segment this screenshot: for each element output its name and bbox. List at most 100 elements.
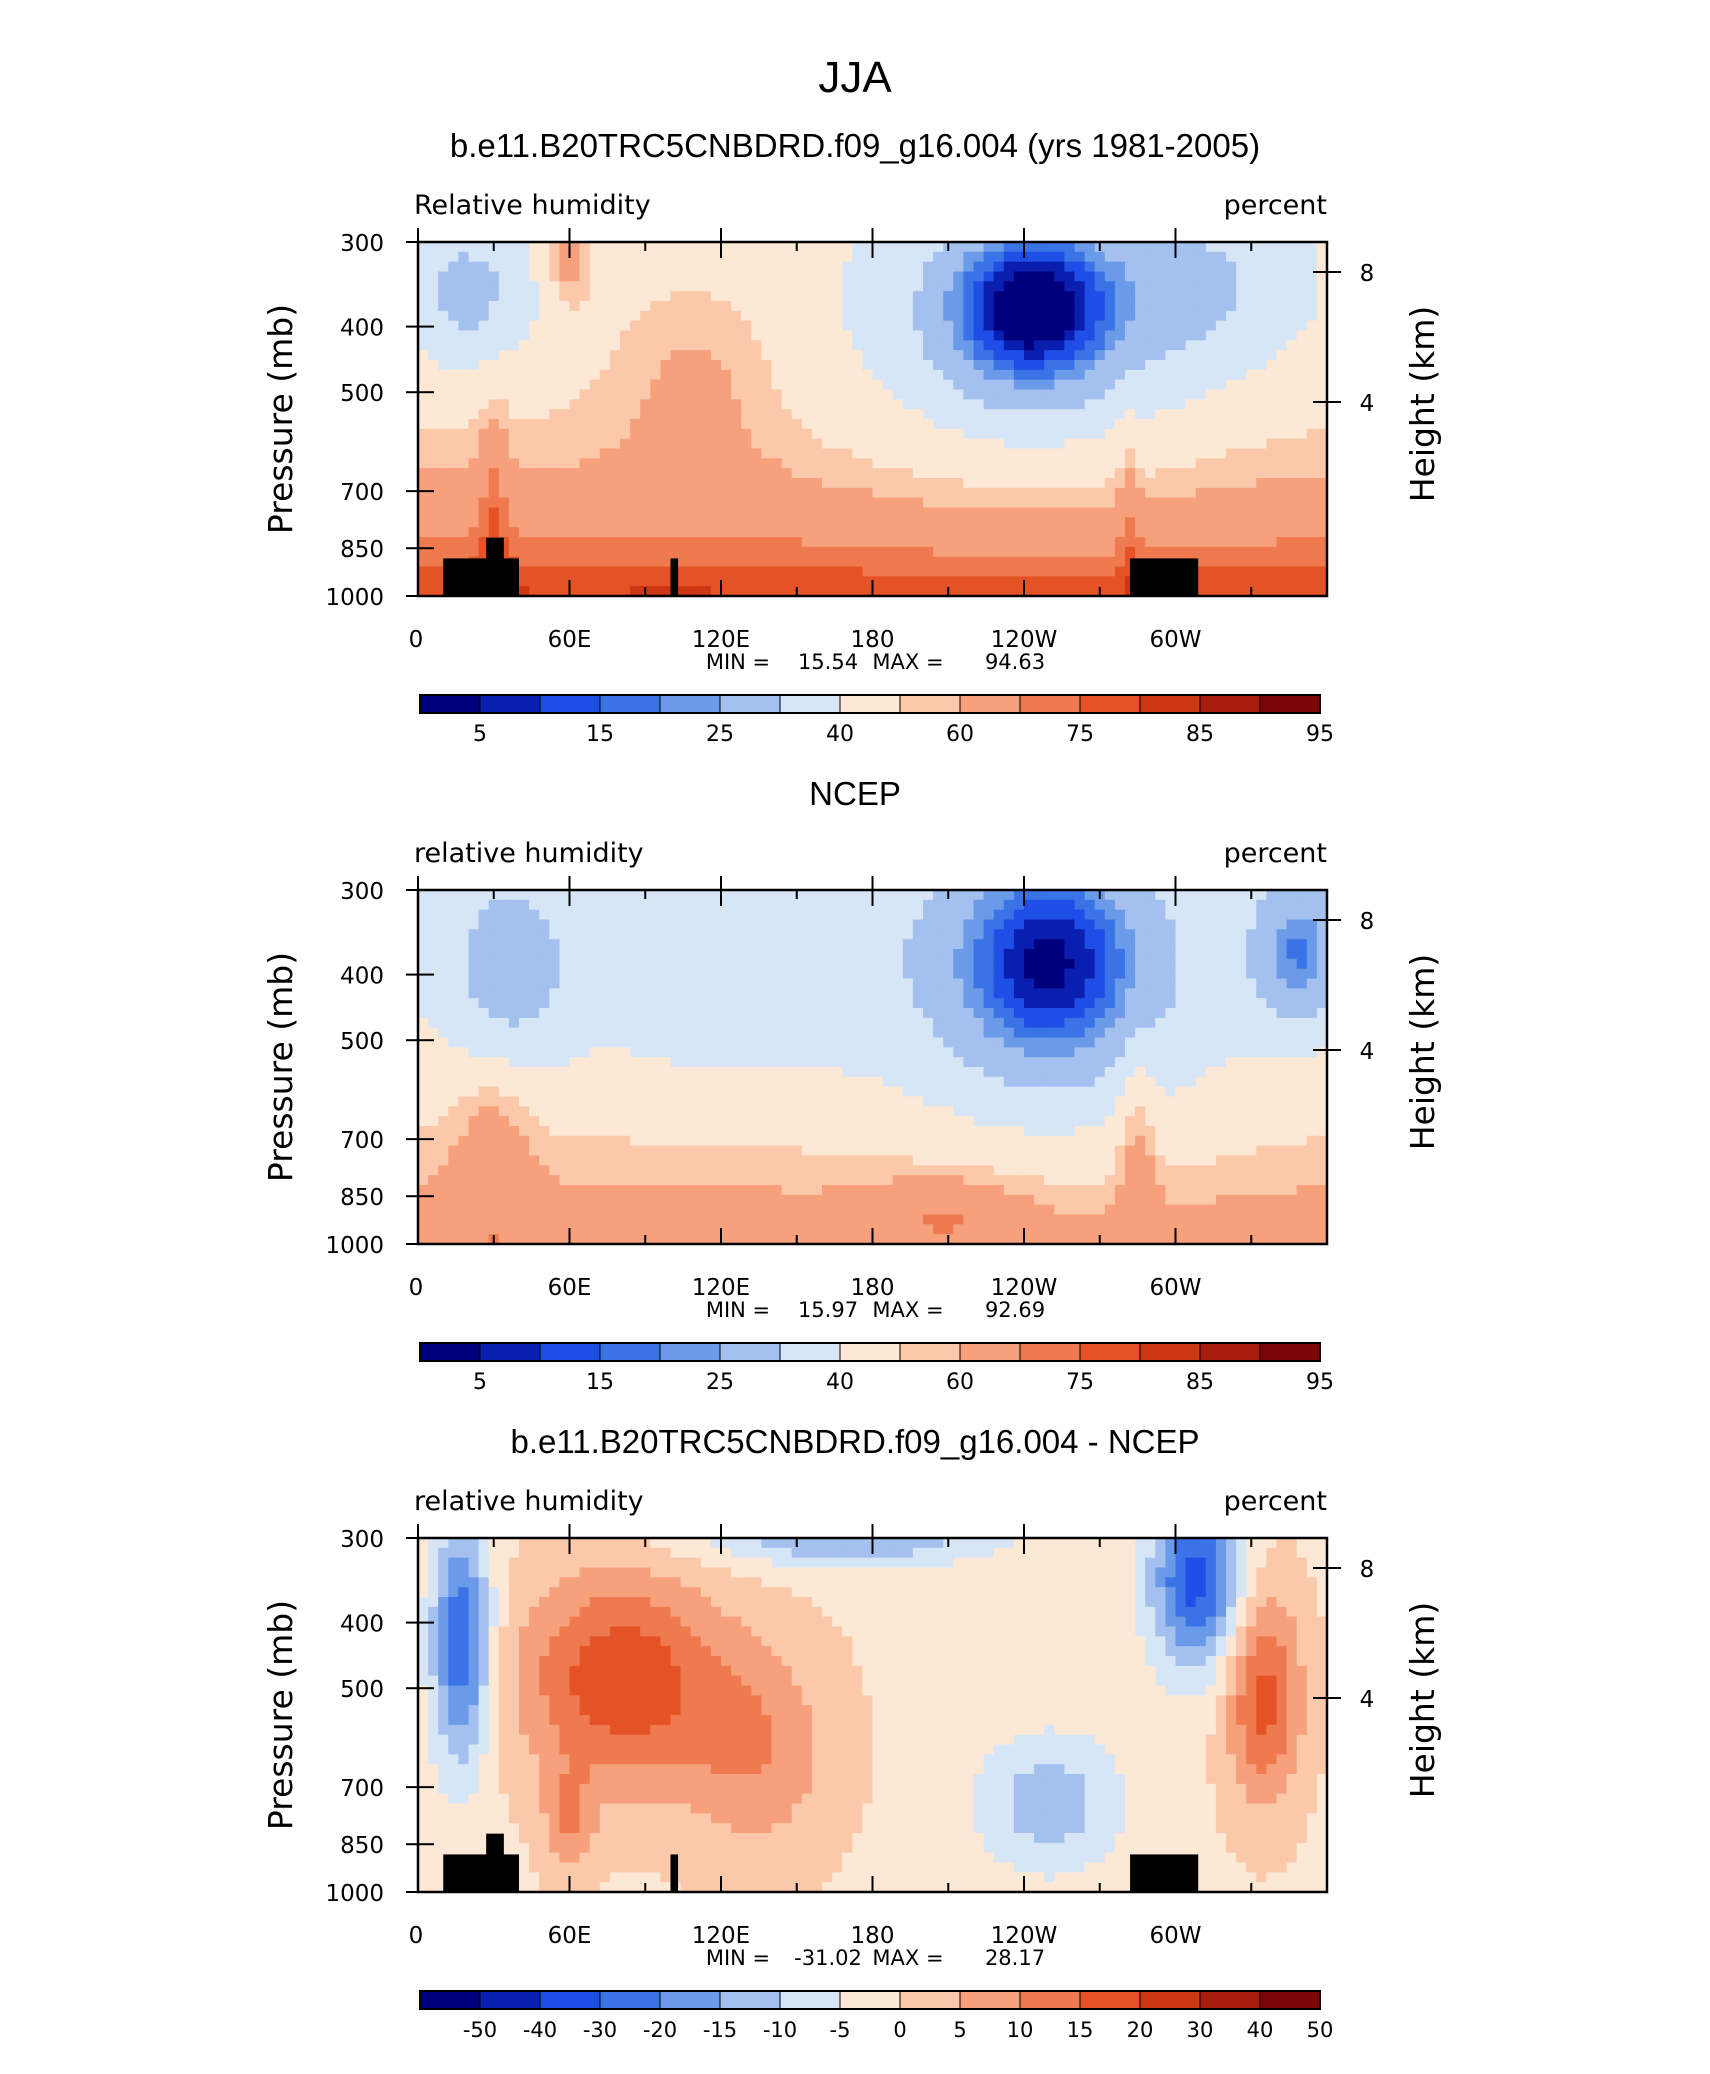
colorbar-swatch <box>959 694 1021 714</box>
contour-cell <box>721 301 732 312</box>
contour-cell <box>1125 369 1136 381</box>
contour-cell <box>983 291 995 302</box>
contour-cell <box>1003 409 1015 420</box>
contour-cell <box>650 478 661 489</box>
contour-cell <box>882 419 894 430</box>
contour-cell <box>1135 428 1146 440</box>
contour-cell <box>1246 497 1257 509</box>
contour-cell <box>700 281 712 292</box>
contour-cell <box>1236 350 1247 361</box>
contour-cell <box>660 556 672 568</box>
contour-cell <box>438 1008 449 1019</box>
contour-cell <box>872 487 884 499</box>
contour-cell <box>519 537 530 548</box>
contour-cell <box>983 281 995 292</box>
contour-cell <box>923 389 934 400</box>
contour-cell <box>771 242 783 253</box>
contour-cell <box>731 369 742 381</box>
contour-cell <box>721 978 732 989</box>
contour-cell <box>1034 909 1045 921</box>
contour-cell <box>1104 379 1116 391</box>
contour-cell <box>1145 438 1156 450</box>
contour-cell <box>1155 1037 1166 1048</box>
contour-cell <box>559 281 571 292</box>
contour-cell <box>983 271 995 282</box>
contour-cell <box>852 1047 863 1058</box>
contour-cell <box>1013 261 1025 273</box>
contour-cell <box>1044 340 1055 351</box>
contour-cell <box>872 1027 884 1039</box>
contour-cell <box>832 1057 843 1068</box>
contour-cell <box>912 281 924 292</box>
contour-cell <box>1246 310 1257 322</box>
contour-cell <box>539 458 550 469</box>
contour-cell <box>781 360 793 371</box>
contour-cell <box>418 419 429 430</box>
contour-cell <box>529 310 540 322</box>
contour-cell <box>1306 537 1318 548</box>
contour-cell <box>1195 310 1207 322</box>
contour-cell <box>1175 890 1187 901</box>
contour-cell <box>1145 998 1156 1009</box>
contour-cell <box>1236 576 1247 587</box>
contour-cell <box>862 919 874 930</box>
contour-cell <box>842 497 853 509</box>
contour-cell <box>700 527 712 538</box>
contour-cell <box>589 251 601 263</box>
contour-cell <box>892 1037 904 1048</box>
contour-cell <box>832 576 843 587</box>
contour-cell <box>529 340 540 351</box>
contour-cell <box>1094 537 1106 548</box>
contour-cell <box>1256 998 1267 1009</box>
contour-cell <box>761 998 773 1009</box>
contour-cell <box>1306 566 1318 577</box>
contour-cell <box>690 899 702 911</box>
contour-cell <box>609 546 621 558</box>
contour-cell <box>1054 409 1065 420</box>
contour-cell <box>862 419 874 430</box>
contour-cell <box>670 340 682 351</box>
contour-cell <box>579 301 591 312</box>
contour-cell <box>832 350 843 361</box>
contour-cell <box>741 899 752 911</box>
contour-cell <box>1003 958 1015 970</box>
contour-cell <box>1094 330 1106 341</box>
contour-cell <box>1064 330 1076 341</box>
contour-cell <box>710 478 722 489</box>
contour-cell <box>1286 988 1298 999</box>
contour-cell <box>1256 251 1267 263</box>
contour-cell <box>1175 242 1187 253</box>
contour-cell <box>1226 1017 1237 1029</box>
contour-cell <box>620 586 631 597</box>
contour-cell <box>1125 909 1136 921</box>
contour-cell <box>630 507 641 518</box>
contour-cell <box>1094 899 1106 911</box>
contour-cell <box>1003 988 1015 999</box>
contour-cell <box>529 556 540 568</box>
contour-cell <box>1104 281 1116 292</box>
contour-cell <box>842 507 853 518</box>
contour-cell <box>1276 1037 1288 1048</box>
contour-cell <box>993 340 1005 351</box>
contour-cell <box>1266 251 1278 263</box>
contour-cell <box>640 958 651 970</box>
contour-cell <box>519 527 530 538</box>
contour-cell <box>569 350 581 361</box>
contour-cell <box>660 458 672 469</box>
contour-cell <box>1074 517 1086 528</box>
contour-cell <box>1114 428 1126 440</box>
contour-cell <box>983 428 995 440</box>
contour-cell <box>1205 350 1217 361</box>
contour-cell <box>1034 251 1045 263</box>
contour-cell <box>1155 271 1166 282</box>
contour-cell <box>1054 890 1065 901</box>
contour-cell <box>1165 998 1177 1009</box>
contour-cell <box>1175 438 1187 450</box>
contour-cell <box>731 409 742 420</box>
contour-cell <box>1125 537 1136 548</box>
contour-cell <box>1266 1037 1278 1048</box>
contour-cell <box>498 271 510 282</box>
contour-cell <box>478 1047 490 1058</box>
contour-cell <box>680 261 692 273</box>
contour-cell <box>428 958 439 970</box>
